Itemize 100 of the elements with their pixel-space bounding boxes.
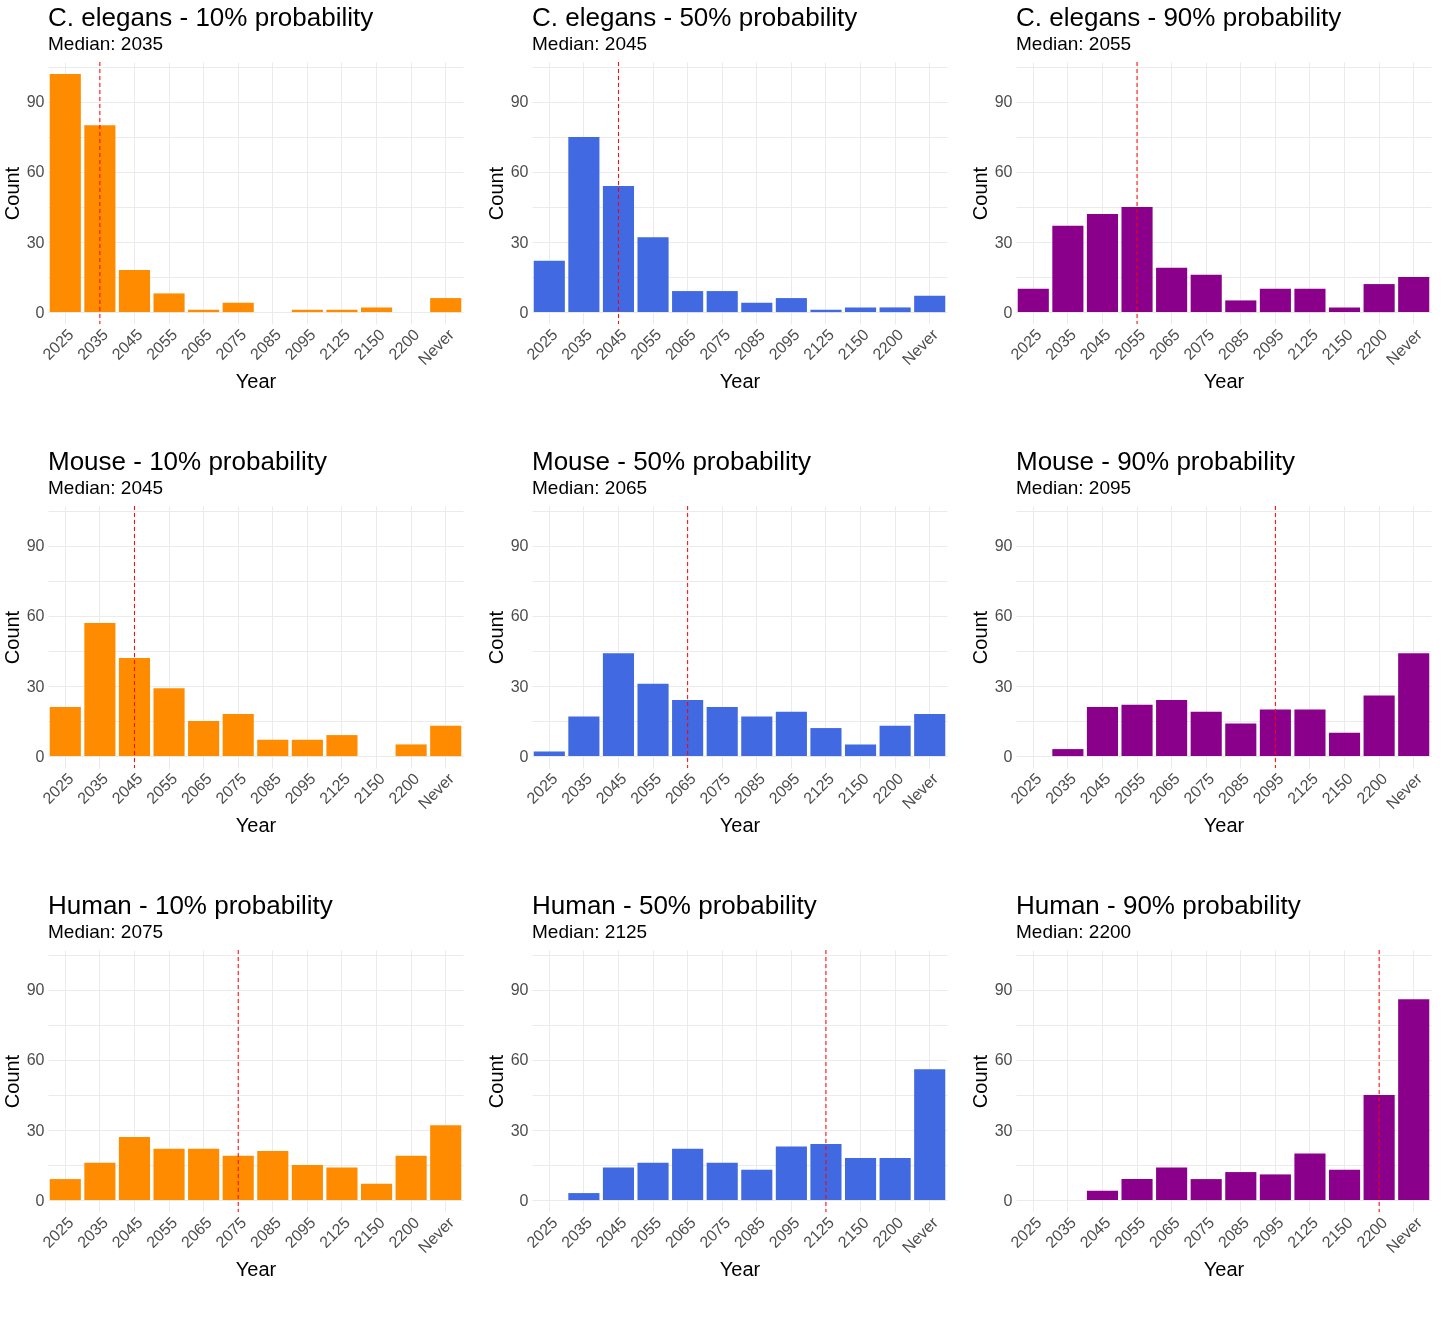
y-tick-label: 0 xyxy=(35,747,45,765)
y-tick-label: 60 xyxy=(510,607,529,625)
bar xyxy=(741,716,773,757)
chart-title: Human - 90% probability xyxy=(1016,889,1301,920)
bar xyxy=(84,622,116,757)
chart-subtitle: Median: 2075 xyxy=(48,920,164,942)
bar xyxy=(222,714,254,757)
x-axis-title: Year xyxy=(719,369,761,392)
bar xyxy=(430,725,462,757)
y-tick-label: 30 xyxy=(994,677,1013,695)
bar xyxy=(1190,274,1222,313)
chart-title: Human - 10% probability xyxy=(48,889,333,920)
bar xyxy=(1156,267,1188,313)
y-axis-title: Count xyxy=(484,610,507,665)
bar xyxy=(602,185,635,313)
bar xyxy=(914,1069,946,1201)
x-axis-title: Year xyxy=(1203,1257,1245,1280)
y-axis-title: Count xyxy=(484,166,507,221)
bar xyxy=(1259,1174,1291,1201)
bar xyxy=(879,307,911,313)
bar xyxy=(1398,999,1430,1201)
bar xyxy=(84,1162,116,1201)
bar xyxy=(222,1155,254,1201)
bar xyxy=(810,1144,842,1201)
bar xyxy=(879,725,911,757)
chart-title: Mouse - 10% probability xyxy=(48,445,327,476)
chart-subtitle: Median: 2125 xyxy=(532,920,648,942)
bar xyxy=(1121,704,1153,757)
bar xyxy=(844,744,877,757)
chart-subtitle: Median: 2065 xyxy=(532,476,648,498)
bar xyxy=(672,1148,704,1201)
bar xyxy=(395,744,427,757)
bar xyxy=(741,302,773,313)
y-axis-title: Count xyxy=(0,610,23,665)
bar xyxy=(188,1148,220,1201)
chart-subtitle: Median: 2200 xyxy=(1016,920,1132,942)
y-tick-label: 0 xyxy=(35,1191,45,1209)
y-tick-label: 0 xyxy=(35,303,45,321)
bar xyxy=(1328,307,1361,313)
y-tick-label: 30 xyxy=(26,1121,45,1139)
y-tick-label: 60 xyxy=(26,1051,45,1069)
bar xyxy=(326,735,358,757)
bar xyxy=(49,1179,81,1201)
bar xyxy=(1052,225,1084,313)
y-tick-label: 0 xyxy=(519,303,529,321)
bar xyxy=(1052,749,1084,757)
bar xyxy=(1398,277,1430,313)
bar xyxy=(118,1137,151,1201)
bar xyxy=(602,1167,635,1201)
chart-title: C. elegans - 50% probability xyxy=(532,1,858,32)
bar xyxy=(153,293,185,313)
chart-title: C. elegans - 90% probability xyxy=(1016,1,1342,32)
bar xyxy=(257,739,289,757)
bar xyxy=(430,298,462,313)
bar xyxy=(1294,1153,1326,1201)
bar xyxy=(1017,288,1049,313)
bar xyxy=(775,1146,807,1201)
y-tick-label: 0 xyxy=(519,1191,529,1209)
y-tick-label: 30 xyxy=(26,233,45,251)
x-axis-title: Year xyxy=(235,1257,277,1280)
bar xyxy=(1225,300,1257,313)
bar xyxy=(1225,1172,1257,1201)
y-tick-label: 0 xyxy=(519,747,529,765)
bar xyxy=(257,1151,289,1201)
bar xyxy=(533,751,565,757)
bar xyxy=(118,658,151,757)
bar xyxy=(914,714,946,757)
bar xyxy=(672,700,704,757)
y-axis-title: Count xyxy=(968,1054,991,1109)
y-tick-label: 30 xyxy=(510,1121,529,1139)
bar xyxy=(1328,1169,1361,1201)
chart-title: Human - 50% probability xyxy=(532,889,817,920)
bar xyxy=(637,683,669,757)
bar xyxy=(706,291,738,313)
bar xyxy=(810,728,842,757)
y-tick-label: 0 xyxy=(1003,747,1013,765)
bar xyxy=(430,1125,462,1201)
bar xyxy=(326,1167,358,1201)
bar xyxy=(879,1158,911,1201)
bar xyxy=(1190,711,1222,757)
bar xyxy=(568,1193,600,1201)
y-tick-label: 60 xyxy=(994,163,1013,181)
bar xyxy=(84,125,116,313)
bar xyxy=(1225,723,1257,757)
bar xyxy=(1294,709,1326,757)
bar xyxy=(1086,214,1119,313)
bar xyxy=(706,1162,738,1201)
bar xyxy=(153,688,185,757)
bar xyxy=(637,1162,669,1201)
bar xyxy=(568,136,600,313)
bar xyxy=(153,1148,185,1201)
y-tick-label: 90 xyxy=(26,537,45,555)
x-axis-title: Year xyxy=(719,1257,761,1280)
bar xyxy=(1259,709,1291,757)
y-axis-title: Count xyxy=(968,610,991,665)
bar xyxy=(360,1183,393,1201)
bar xyxy=(49,73,81,313)
bar xyxy=(188,721,220,757)
bar xyxy=(844,307,877,313)
bar xyxy=(291,739,323,757)
